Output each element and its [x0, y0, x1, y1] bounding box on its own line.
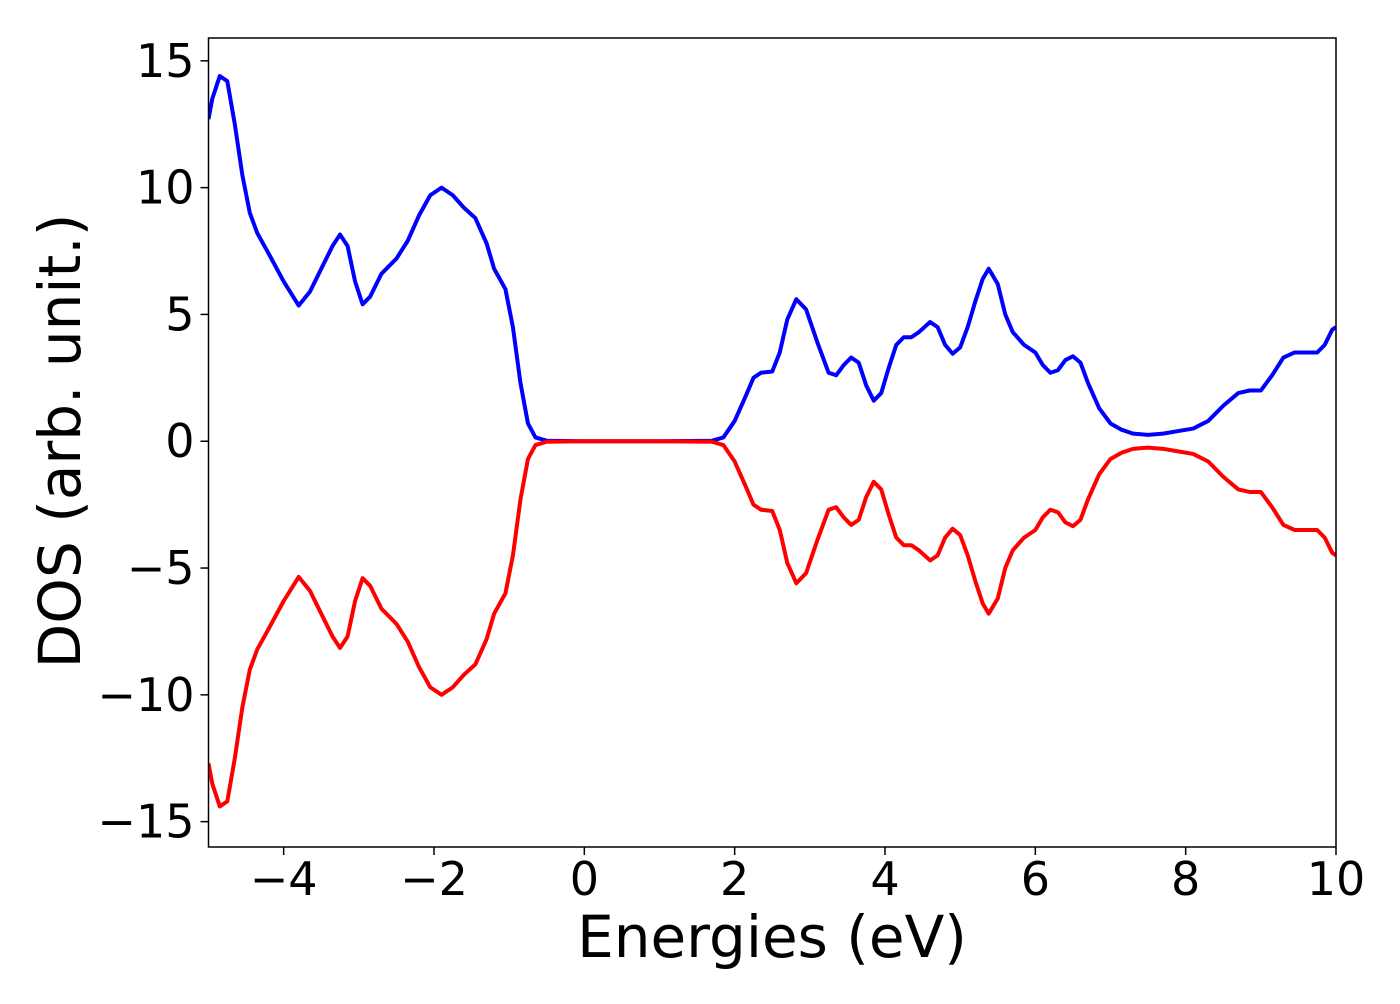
- y-tick-label: 15: [136, 34, 195, 88]
- y-tick-label: −15: [97, 795, 194, 849]
- y-tick-label: 5: [165, 287, 194, 341]
- x-tick-label: 0: [570, 852, 599, 906]
- plot-frame: [207, 37, 1337, 848]
- series-line: [208, 74, 1336, 444]
- x-tick-label: 6: [1021, 852, 1050, 906]
- x-axis-label: Energies (eV): [577, 903, 967, 971]
- y-tick-label: −5: [127, 541, 195, 595]
- x-tick-label: 8: [1171, 852, 1200, 906]
- x-tick-label: −4: [250, 852, 318, 906]
- x-tick-label: 2: [720, 852, 749, 906]
- y-axis-label: DOS (arb. unit.): [26, 214, 94, 669]
- y-tick-label: 0: [165, 414, 194, 468]
- x-tick-label: −2: [400, 852, 468, 906]
- x-tick-label: 10: [1307, 852, 1366, 906]
- x-tick-label: 4: [870, 852, 899, 906]
- series-line: [208, 439, 1336, 809]
- y-tick-label: 10: [136, 161, 195, 215]
- y-tick-label: −10: [97, 668, 194, 722]
